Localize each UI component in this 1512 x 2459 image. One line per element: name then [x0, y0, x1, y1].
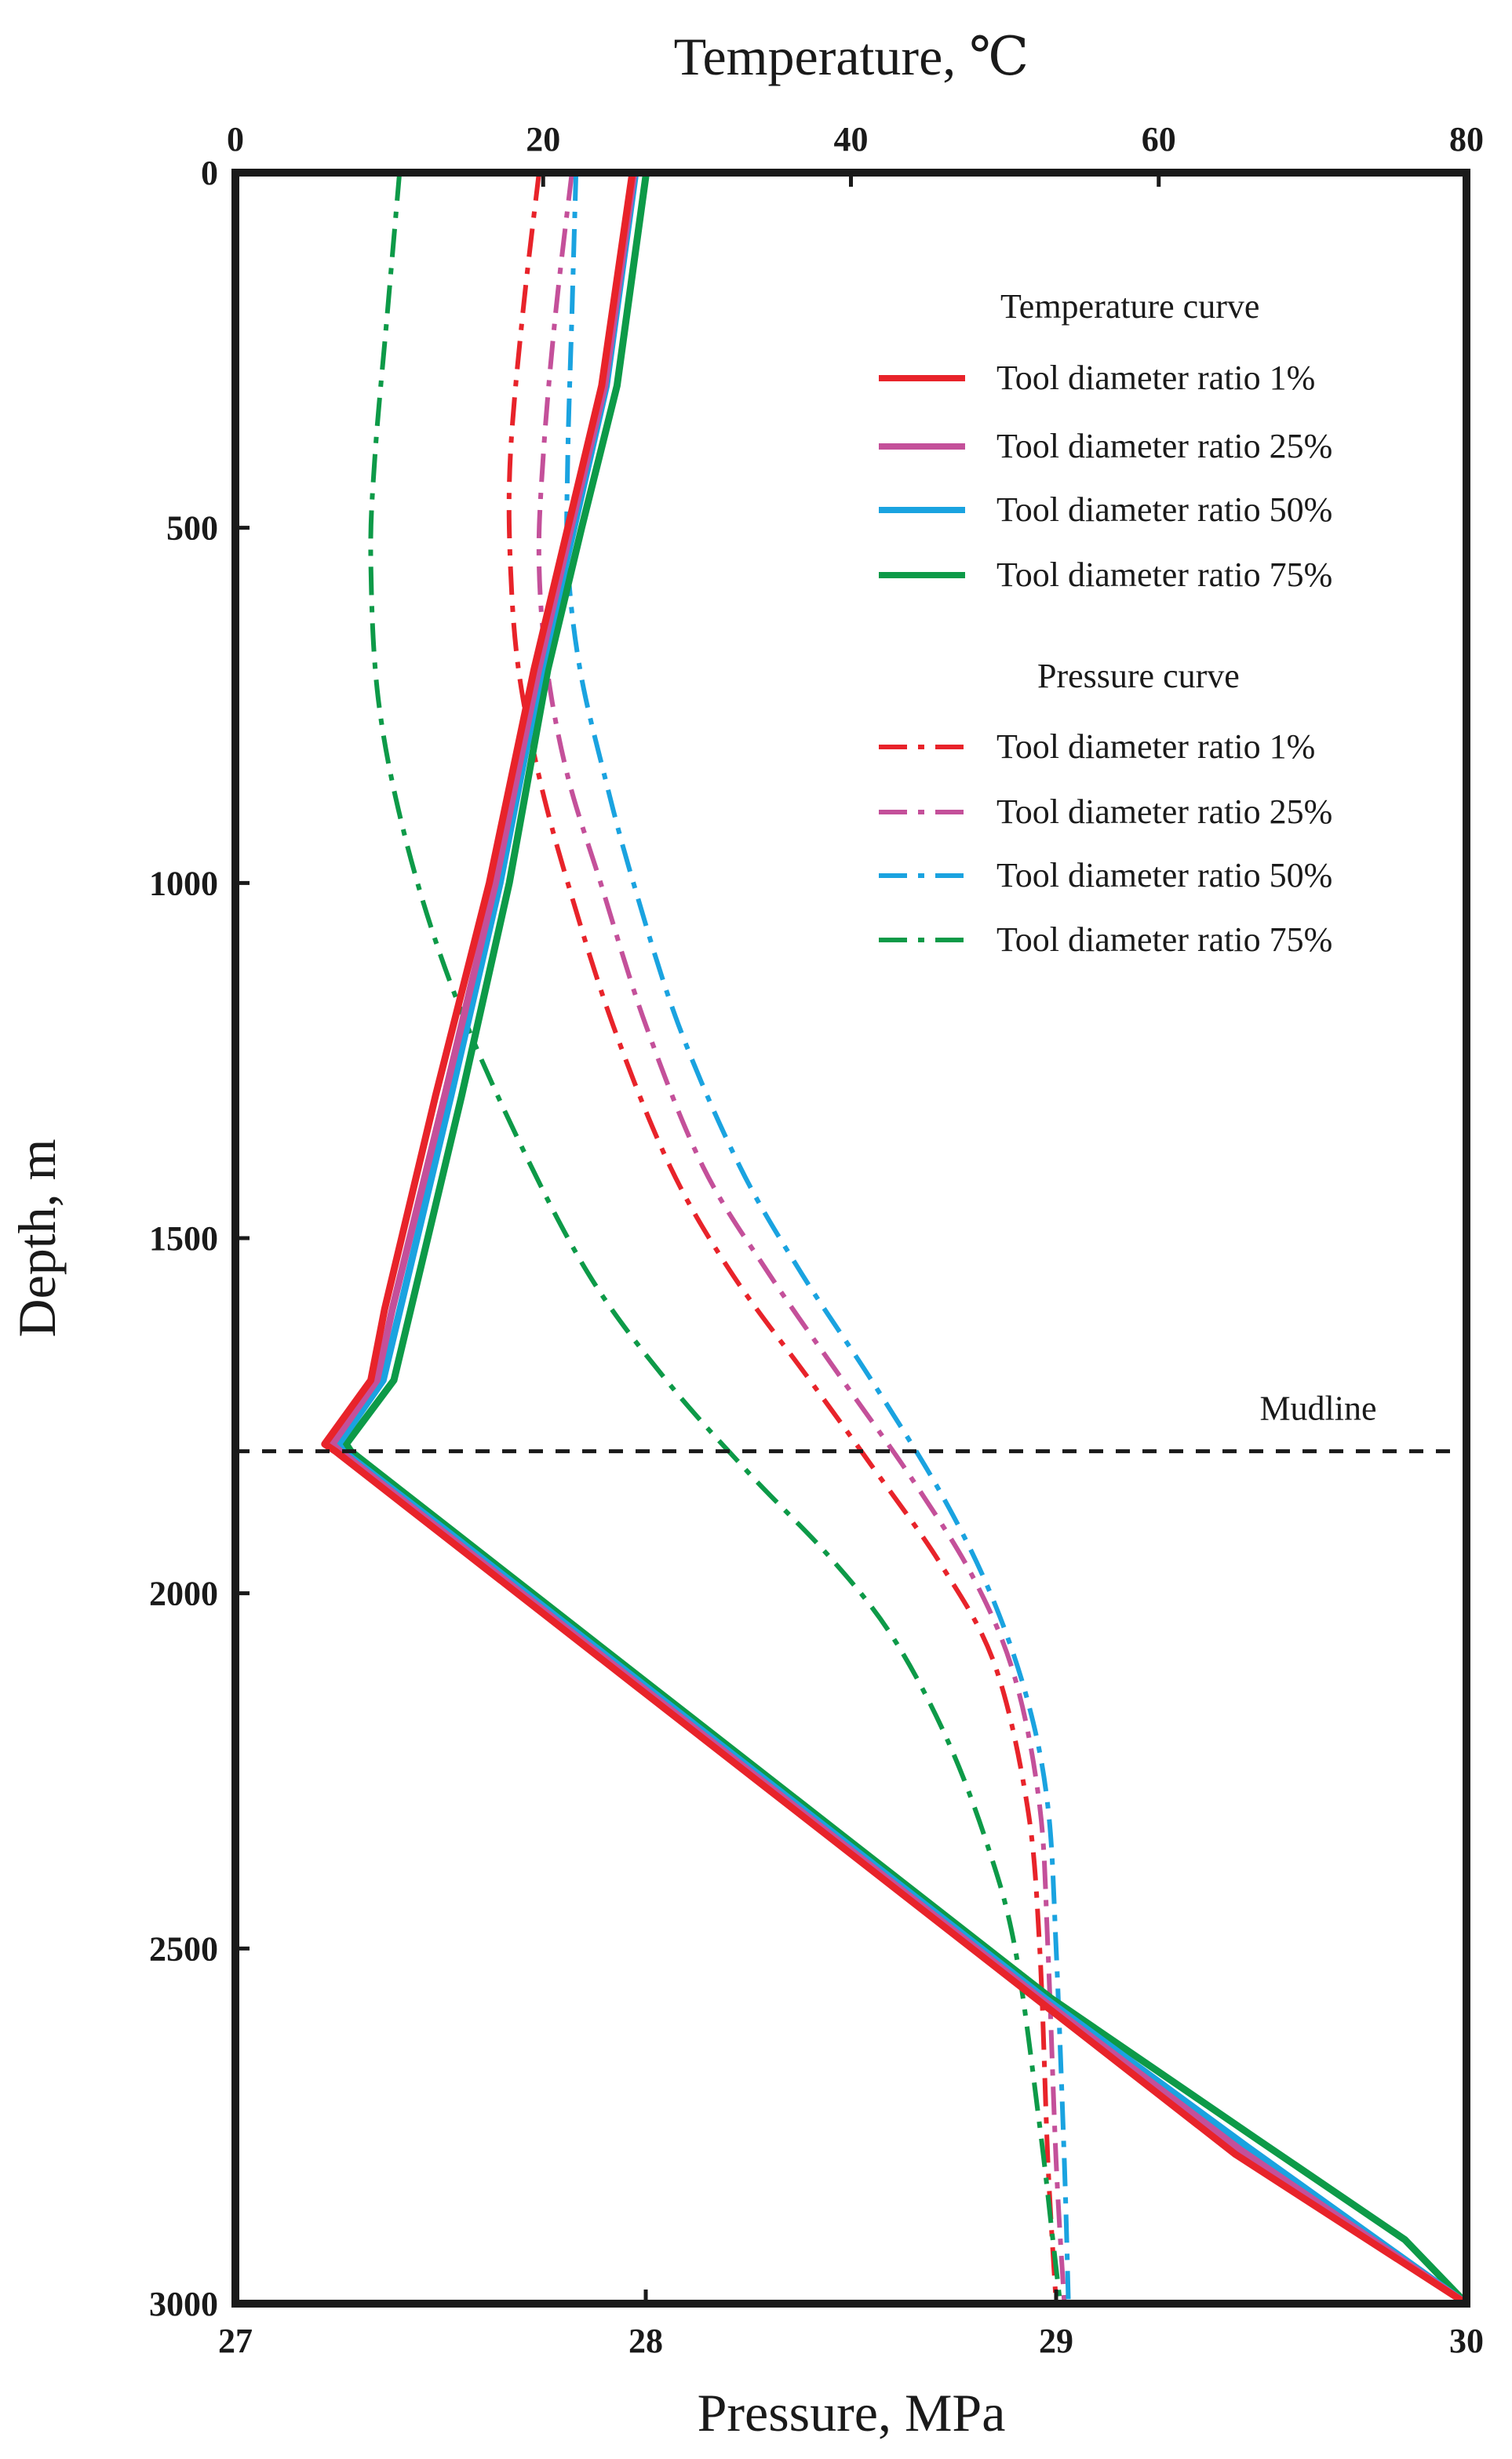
legend-label-pressure-1: Tool diameter ratio 1% — [996, 727, 1315, 766]
legend-label-temperature-3: Tool diameter ratio 50% — [996, 490, 1332, 529]
legend-label-pressure-2: Tool diameter ratio 25% — [996, 792, 1332, 831]
temperature-tick-label: 0 — [227, 120, 244, 158]
legend-temperature-title: Temperature curve — [1000, 287, 1259, 326]
depth-tick-label: 2000 — [149, 1575, 218, 1613]
depth-tick-label: 2500 — [149, 1929, 218, 1968]
pressure-curve-2 — [536, 172, 1067, 2304]
pressure-tick-label: 27 — [218, 2322, 253, 2360]
depth-tick-label: 1500 — [149, 1219, 218, 1258]
temperature-tick-label: 60 — [1142, 120, 1176, 158]
pressure-curve-1 — [506, 172, 1058, 2304]
legend-pressure-title: Pressure curve — [1037, 657, 1240, 695]
temperature-curve-1 — [321, 169, 1470, 2308]
tick-layer: 0 20 40 60 80 27 28 29 30 0 500 1000 1500 2000 2500 300… — [149, 120, 1484, 2360]
temperature-curve-4 — [342, 169, 1470, 2308]
legend-label-pressure-3: Tool diameter ratio 50% — [996, 856, 1332, 894]
legend-label-temperature-4: Tool diameter ratio 75% — [996, 556, 1332, 594]
depth-axis-title: Depth, m — [7, 1138, 67, 1337]
temperature-tick-label: 20 — [526, 120, 560, 158]
mudline-label: Mudline — [1259, 1390, 1376, 1428]
pressure-tick-label: 29 — [1039, 2322, 1073, 2360]
depth-tick-label: 500 — [166, 509, 218, 548]
curves-layer — [321, 169, 1470, 2308]
legend: Temperature curve Tool diameter ratio 1% T… — [879, 287, 1332, 959]
depth-tick-label: 0 — [201, 154, 218, 192]
temperature-tick-label: 80 — [1449, 120, 1484, 158]
depth-tick-label: 1000 — [149, 864, 218, 902]
pressure-tick-label: 28 — [628, 2322, 663, 2360]
temperature-axis-title: Temperature, ℃ — [674, 27, 1029, 86]
legend-label-pressure-4: Tool diameter ratio 75% — [996, 920, 1332, 959]
pressure-curve-3 — [564, 172, 1071, 2304]
pressure-tick-label: 30 — [1449, 2322, 1484, 2360]
legend-label-temperature-2: Tool diameter ratio 25% — [996, 427, 1332, 465]
pressure-curve-4 — [368, 172, 1063, 2304]
temperature-tick-label: 40 — [834, 120, 869, 158]
depth-tick-label: 3000 — [149, 2285, 218, 2323]
legend-label-temperature-1: Tool diameter ratio 1% — [996, 359, 1315, 397]
pressure-axis-title: Pressure, MPa — [698, 2383, 1006, 2443]
